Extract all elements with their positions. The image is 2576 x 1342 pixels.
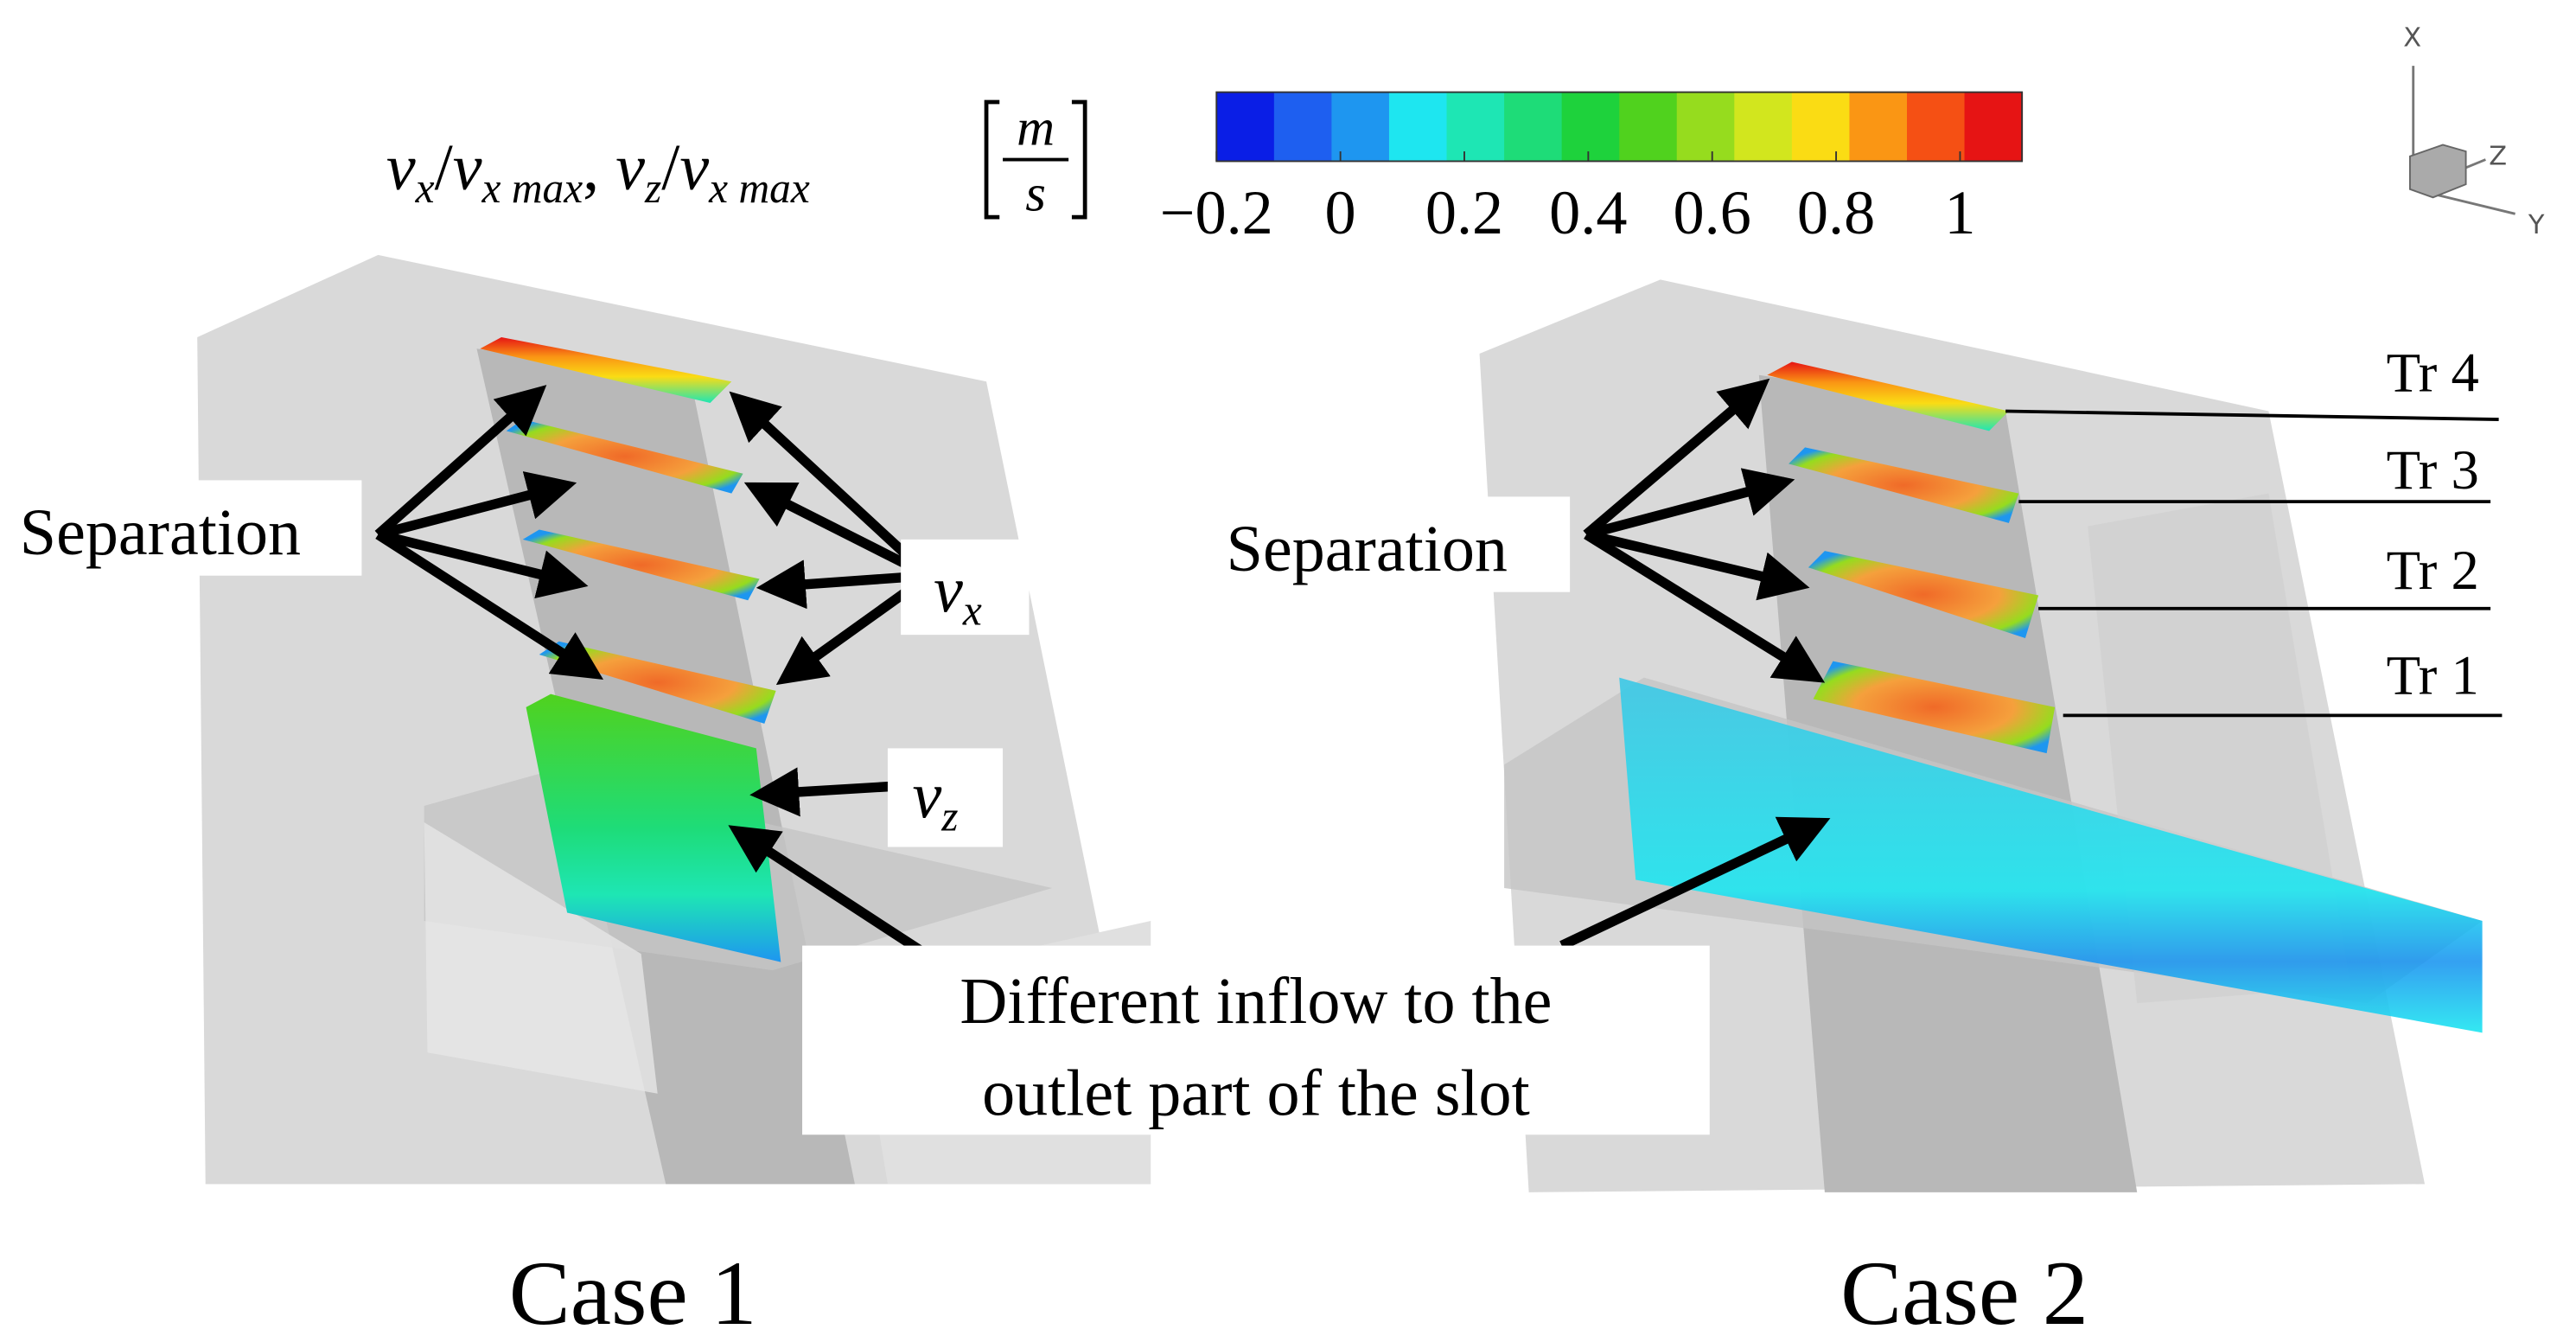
colorbar-tick-label: −0.2 xyxy=(1160,178,1273,247)
colorbar-tick-label: 1 xyxy=(1944,178,1975,247)
colorbar-label: vx/vx max, vz/vx max xyxy=(386,131,810,212)
case-title: Case 2 xyxy=(1840,1243,2088,1342)
colorbar-tick-label: 0.2 xyxy=(1425,178,1503,247)
colorbar-tick-label: 0.6 xyxy=(1674,178,1751,247)
colorbar-band xyxy=(1964,92,2024,162)
colorbar-band xyxy=(1676,92,1736,162)
colorbar-band xyxy=(1791,92,1851,162)
label-box xyxy=(887,748,1004,847)
separation-label: Separation xyxy=(20,496,301,569)
colorbar-tick-label: 0 xyxy=(1325,178,1356,247)
label-box xyxy=(8,480,362,576)
colorbar-frame xyxy=(1215,91,2024,163)
unit-fraction: m s xyxy=(984,99,1087,223)
inflow-note: outlet part of the slot xyxy=(982,1057,1530,1129)
colorbar-tick-label: 0.4 xyxy=(1549,178,1627,247)
colorbar-band xyxy=(1849,92,1908,162)
case2-contours xyxy=(1619,361,2483,1033)
label-box xyxy=(901,539,1030,636)
axes-triad: X Z Y xyxy=(2403,22,2545,240)
colorbar-band xyxy=(1561,92,1621,162)
label-box xyxy=(802,945,1710,1135)
axis-z: Z xyxy=(2489,141,2507,171)
colorbar-band xyxy=(1906,92,1966,162)
case1-contours xyxy=(480,336,781,962)
vx-label: vx xyxy=(934,554,982,635)
traverse-label: Tr 2 xyxy=(2387,539,2479,601)
traverse-leaders xyxy=(2005,409,2503,718)
label-box xyxy=(1216,496,1571,592)
unit-numerator: m xyxy=(1017,99,1055,157)
colorbar-tick-label: 0.8 xyxy=(1797,178,1875,247)
colorbar-band xyxy=(1331,92,1390,162)
colorbar-band xyxy=(1388,92,1448,162)
axis-x: X xyxy=(2403,22,2421,53)
traverse-label: Tr 3 xyxy=(2387,438,2479,501)
unit-denominator: s xyxy=(1025,165,1046,223)
vz-label: vz xyxy=(912,759,958,840)
colorbar: −0.2 0 0.2 0.4 0.6 0.8 1 xyxy=(1160,91,2024,247)
colorbar-band xyxy=(1504,92,1563,162)
inflow-note: Different inflow to the xyxy=(960,965,1552,1038)
axis-y: Y xyxy=(2528,210,2545,240)
colorbar-band xyxy=(1619,92,1678,162)
separation-label: Separation xyxy=(1227,513,1508,585)
colorbar-band xyxy=(1216,92,1275,162)
traverse-label: Tr 4 xyxy=(2387,342,2479,404)
case-title: Case 1 xyxy=(509,1243,757,1342)
colorbar-band xyxy=(1734,92,1793,162)
traverse-label: Tr 1 xyxy=(2387,644,2479,706)
colorbar-band xyxy=(1446,92,1506,162)
colorbar-band xyxy=(1273,92,1333,162)
